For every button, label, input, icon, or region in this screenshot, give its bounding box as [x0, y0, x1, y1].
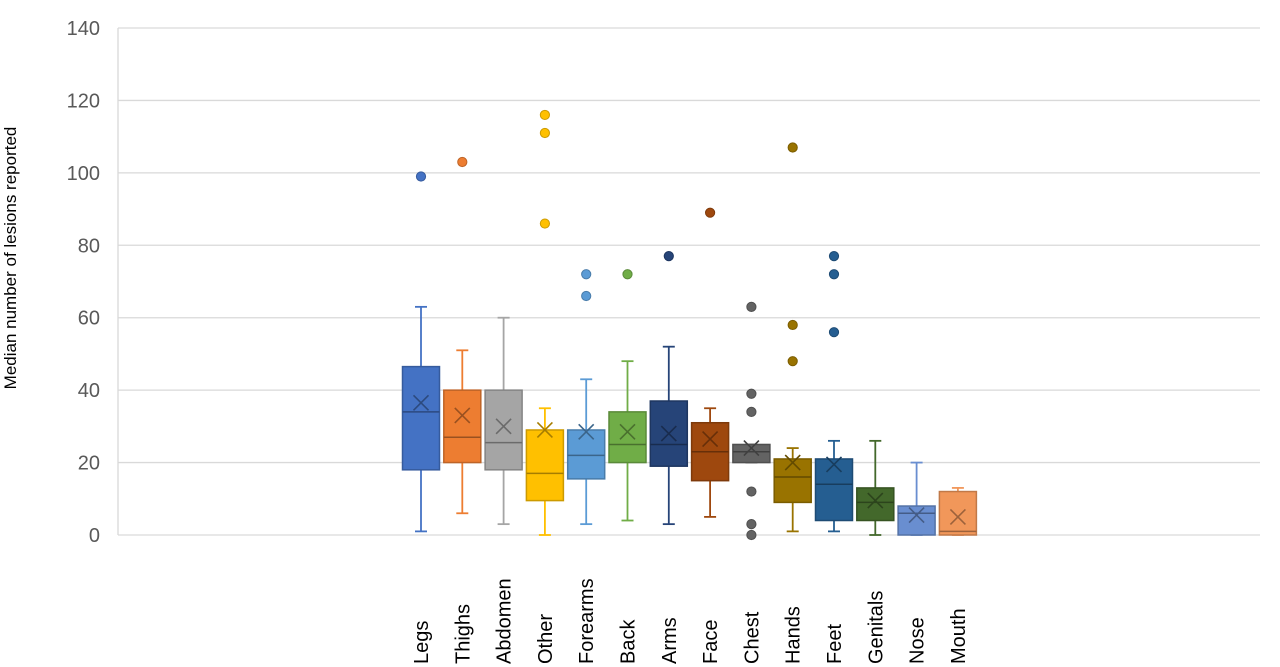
outlier-point	[828, 251, 840, 262]
box-other	[525, 109, 565, 536]
x-category-label: Nose	[907, 617, 929, 664]
x-category-label: Thighs	[452, 604, 474, 664]
box-body	[525, 429, 565, 502]
box-body	[608, 411, 647, 464]
x-category-label: Legs	[411, 621, 433, 664]
mean-marker	[536, 421, 553, 439]
outlier-point	[415, 171, 427, 182]
box-genitals	[856, 439, 895, 536]
outlier-point	[746, 529, 757, 541]
box-thighs	[443, 156, 482, 515]
box-chest	[732, 301, 771, 541]
mean-marker	[660, 425, 677, 442]
outlier-point	[746, 519, 757, 530]
y-tick-label: 20	[78, 453, 100, 475]
gridlines	[117, 27, 1260, 536]
x-category-label: Genitals	[865, 591, 887, 664]
mean-marker	[784, 454, 801, 471]
x-category-label: Mouth	[948, 608, 970, 664]
outlier-point	[663, 251, 674, 262]
mean-marker	[949, 508, 966, 525]
y-tick-label: 0	[89, 525, 100, 547]
mean-marker	[619, 423, 636, 440]
x-category-label: Back	[618, 619, 640, 664]
y-tick-label: 140	[67, 18, 100, 40]
box-face	[690, 207, 730, 518]
box-body	[897, 505, 936, 536]
x-category-label: Hands	[783, 606, 805, 664]
outlier-point	[457, 156, 468, 168]
outlier-point	[787, 356, 798, 367]
outlier-point	[746, 486, 757, 497]
outlier-point	[581, 290, 592, 302]
y-tick-label: 60	[78, 308, 100, 330]
mean-marker	[454, 407, 471, 424]
y-tick-label: 100	[67, 163, 100, 185]
y-tick-label: 80	[78, 235, 100, 257]
box-arms	[649, 251, 689, 526]
x-category-label: Forearms	[576, 578, 598, 664]
mean-marker	[578, 423, 595, 440]
mean-marker	[412, 394, 430, 411]
outlier-point	[581, 269, 592, 280]
box-feet	[814, 251, 854, 533]
outlier-point	[828, 327, 840, 338]
box-body	[856, 487, 895, 522]
outlier-point	[746, 406, 757, 417]
outlier-point	[622, 269, 633, 280]
box-abdomen	[484, 316, 523, 526]
box-body	[484, 389, 523, 471]
x-category-label: Face	[700, 620, 722, 664]
mean-marker	[702, 430, 719, 448]
x-category-label: Abdomen	[494, 578, 516, 664]
box-body	[566, 429, 606, 480]
outlier-point	[787, 319, 798, 331]
box-body	[732, 443, 771, 464]
box-nose	[897, 461, 936, 536]
outlier-point	[539, 109, 551, 121]
box-back	[608, 269, 647, 522]
mean-marker	[495, 418, 512, 435]
x-category-label: Other	[535, 614, 557, 664]
outlier-point	[787, 142, 798, 153]
box-body	[773, 458, 812, 504]
x-axis-category-labels: Legs Thighs Abdomen Other Forearms Back Arms Fa…	[411, 578, 970, 664]
mean-marker	[743, 440, 760, 457]
outlier-point	[539, 218, 551, 229]
x-category-label: Chest	[741, 611, 763, 664]
mean-marker	[908, 507, 925, 524]
box-hands	[773, 142, 812, 533]
y-axis-title: Median number of lesions reported	[1, 127, 20, 390]
box-body	[938, 490, 978, 536]
box-body	[401, 365, 441, 471]
outlier-point	[539, 127, 551, 139]
y-tick-label: 120	[67, 90, 100, 112]
y-axis-tick-labels: 0 20 40 60 80 100 120 140	[67, 18, 100, 547]
box-forearms	[566, 269, 606, 526]
outlier-point	[746, 301, 757, 312]
x-category-label: Arms	[659, 617, 681, 664]
outlier-point	[828, 269, 840, 280]
box-mouth	[938, 487, 978, 536]
box-legs	[401, 171, 441, 533]
outlier-point	[705, 207, 716, 218]
box-body	[443, 389, 482, 464]
box-series	[401, 109, 978, 541]
y-tick-label: 40	[78, 380, 100, 402]
x-category-label: Feet	[824, 624, 846, 664]
mean-marker	[867, 492, 884, 509]
box-body	[814, 458, 854, 522]
outlier-point	[746, 388, 757, 399]
mean-marker	[825, 456, 843, 473]
